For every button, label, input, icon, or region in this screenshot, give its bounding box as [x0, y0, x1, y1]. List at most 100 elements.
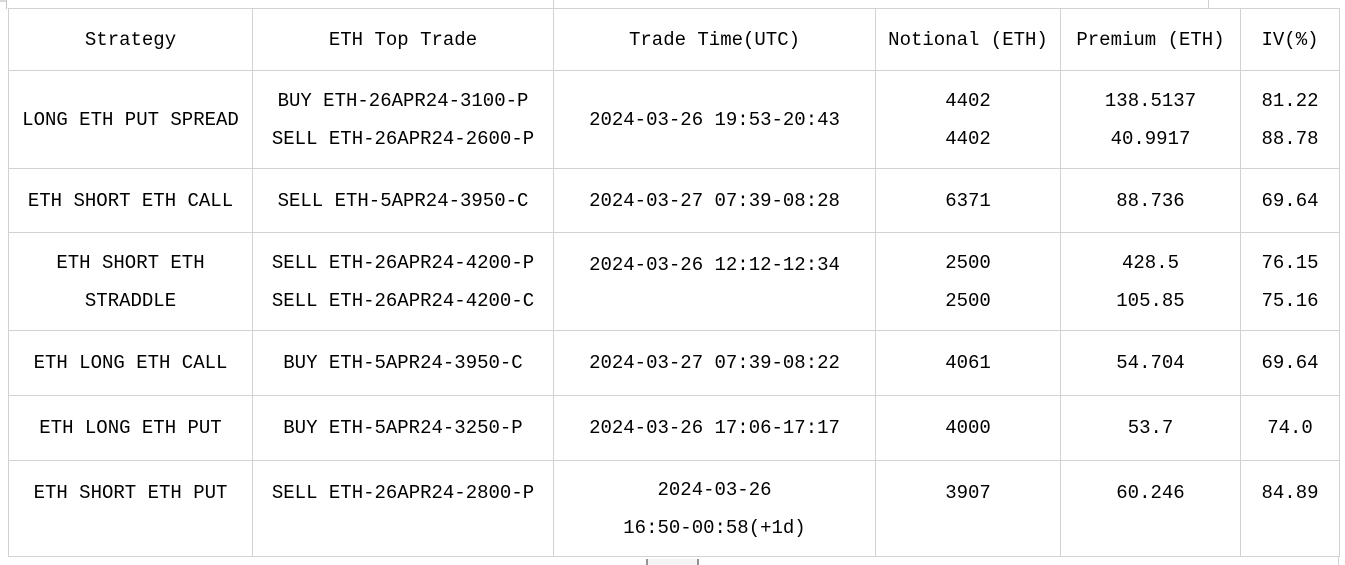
cell-strategy[interactable]: ETH SHORT ETH PUT: [8, 460, 253, 557]
table-row: ETH LONG ETH CALL BUY ETH-5APR24-3950-C 20…: [8, 330, 1340, 396]
cell-notional[interactable]: 2500 2500: [875, 232, 1061, 331]
cell-premium[interactable]: 53.7: [1060, 395, 1241, 461]
cell-line: 53.7: [1127, 417, 1174, 439]
cell-line: 40.9917: [1110, 127, 1191, 150]
cell-line: SELL ETH-26APR24-4200-P: [271, 251, 535, 274]
cell-line: SELL ETH-26APR24-4200-C: [271, 289, 535, 312]
column-header-strategy[interactable]: Strategy: [8, 8, 253, 71]
cell-notional[interactable]: 4000: [875, 395, 1061, 461]
cell-line: 84.89: [1261, 482, 1319, 504]
cell-line: ETH SHORT ETH: [56, 251, 205, 274]
cell-line: 2024-03-26 17:06-17:17: [589, 417, 840, 439]
cell-iv[interactable]: 84.89: [1240, 460, 1340, 557]
cell-line: 2500: [945, 251, 991, 274]
cell-trade[interactable]: SELL ETH-26APR24-2800-P: [252, 460, 554, 557]
cell-line: STRADDLE: [84, 289, 177, 312]
column-header-iv[interactable]: IV(%): [1240, 8, 1340, 71]
cell-line: 76.15: [1261, 251, 1319, 274]
cell-line: 2024-03-26 12:12-12:34: [589, 254, 840, 276]
cell-premium[interactable]: 428.5 105.85: [1060, 232, 1241, 331]
cell-line: 2024-03-27 07:39-08:22: [589, 352, 840, 374]
cell-line: 74.0: [1267, 417, 1313, 439]
cell-iv[interactable]: 81.22 88.78: [1240, 70, 1340, 169]
column-header-label: IV(%): [1261, 28, 1319, 51]
cell-line: BUY ETH-5APR24-3250-P: [283, 417, 523, 439]
cell-line: 4000: [945, 417, 991, 439]
table-row: LONG ETH PUT SPREAD BUY ETH-26APR24-3100-…: [8, 70, 1340, 169]
cell-line: SELL ETH-26APR24-2800-P: [271, 482, 535, 504]
cell-premium[interactable]: 138.5137 40.9917: [1060, 70, 1241, 169]
cell-notional[interactable]: 4061: [875, 330, 1061, 396]
cell-time[interactable]: 2024-03-27 07:39-08:28: [553, 168, 876, 233]
horizontal-scrollbar-thumb[interactable]: [646, 559, 699, 565]
cell-line: ETH LONG ETH PUT: [39, 417, 222, 439]
column-header-label: Notional (ETH): [888, 28, 1048, 51]
cell-trade[interactable]: BUY ETH-26APR24-3100-P SELL ETH-26APR24-2…: [252, 70, 554, 169]
cell-iv[interactable]: 76.15 75.16: [1240, 232, 1340, 331]
cell-time[interactable]: 2024-03-26 17:06-17:17: [553, 395, 876, 461]
cell-strategy[interactable]: ETH LONG ETH CALL: [8, 330, 253, 396]
cell-line: 428.5: [1121, 251, 1179, 274]
cell-line: 88.736: [1116, 189, 1185, 212]
cell-line: 2024-03-26 19:53-20:43: [589, 108, 840, 131]
column-header-time[interactable]: Trade Time(UTC): [553, 8, 876, 71]
header-row: Strategy ETH Top Trade Trade Time(UTC) Noti…: [8, 8, 1340, 71]
table-row: ETH SHORT ETH CALL SELL ETH-5APR24-3950-C…: [8, 168, 1340, 233]
cell-strategy[interactable]: ETH LONG ETH PUT: [8, 395, 253, 461]
cell-line: LONG ETH PUT SPREAD: [22, 108, 239, 131]
cell-line: 60.246: [1116, 482, 1185, 504]
cell-line: 81.22: [1261, 89, 1319, 112]
cell-trade[interactable]: BUY ETH-5APR24-3950-C: [252, 330, 554, 396]
table-row: ETH SHORT ETH STRADDLE SELL ETH-26APR24-42…: [8, 232, 1340, 331]
cell-premium[interactable]: 54.704: [1060, 330, 1241, 396]
column-header-label: ETH Top Trade: [328, 28, 478, 51]
table-row: ETH SHORT ETH PUT SELL ETH-26APR24-2800-P…: [8, 460, 1340, 557]
cell-trade[interactable]: SELL ETH-5APR24-3950-C: [252, 168, 554, 233]
cell-line: 105.85: [1116, 289, 1185, 312]
cell-trade[interactable]: BUY ETH-5APR24-3250-P: [252, 395, 554, 461]
cell-trade[interactable]: SELL ETH-26APR24-4200-P SELL ETH-26APR24-…: [252, 232, 554, 331]
cell-line: ETH SHORT ETH CALL: [27, 189, 234, 212]
cell-line: SELL ETH-5APR24-3950-C: [277, 189, 529, 212]
cell-time[interactable]: 2024-03-26 12:12-12:34: [553, 232, 876, 331]
cell-line: 2500: [945, 289, 991, 312]
cell-line: 4402: [945, 127, 991, 150]
table-row: ETH LONG ETH PUT BUY ETH-5APR24-3250-P 202…: [8, 395, 1340, 461]
cell-line: 4061: [945, 352, 991, 374]
column-header-trade[interactable]: ETH Top Trade: [252, 8, 554, 71]
cell-time[interactable]: 2024-03-26 19:53-20:43: [553, 70, 876, 169]
column-header-label: Premium (ETH): [1076, 28, 1225, 51]
cell-line: 88.78: [1261, 127, 1319, 150]
cell-notional[interactable]: 3907: [875, 460, 1061, 557]
column-header-notional[interactable]: Notional (ETH): [875, 8, 1061, 71]
cell-notional[interactable]: 6371: [875, 168, 1061, 233]
cell-line: 16:50-00:58(+1d): [623, 516, 806, 539]
cell-line: ETH LONG ETH CALL: [33, 352, 228, 374]
cell-premium[interactable]: 88.736: [1060, 168, 1241, 233]
cell-line: ETH SHORT ETH PUT: [33, 482, 228, 504]
cell-line: SELL ETH-26APR24-2600-P: [271, 127, 535, 150]
gridline-stub-top-2: [1208, 0, 1209, 9]
cell-line: 54.704: [1116, 352, 1185, 374]
cell-notional[interactable]: 4402 4402: [875, 70, 1061, 169]
cell-iv[interactable]: 74.0: [1240, 395, 1340, 461]
cell-strategy[interactable]: ETH SHORT ETH CALL: [8, 168, 253, 233]
cell-time[interactable]: 2024-03-27 07:39-08:22: [553, 330, 876, 396]
cell-line: 69.64: [1261, 352, 1319, 374]
cell-iv[interactable]: 69.64: [1240, 330, 1340, 396]
cell-strategy[interactable]: ETH SHORT ETH STRADDLE: [8, 232, 253, 331]
sheet-corner-gridline: [0, 0, 7, 9]
cell-iv[interactable]: 69.64: [1240, 168, 1340, 233]
column-header-premium[interactable]: Premium (ETH): [1060, 8, 1241, 71]
cell-strategy[interactable]: LONG ETH PUT SPREAD: [8, 70, 253, 169]
gridline-stub-bottom-right: [1338, 556, 1339, 565]
cell-line: 138.5137: [1104, 89, 1197, 112]
cell-time[interactable]: 2024-03-26 16:50-00:58(+1d): [553, 460, 876, 557]
eth-options-trades-table: Strategy ETH Top Trade Trade Time(UTC) Noti…: [8, 8, 1340, 557]
cell-line: 75.16: [1261, 289, 1319, 312]
cell-line: 6371: [945, 189, 991, 212]
cell-line: 69.64: [1261, 189, 1319, 212]
cell-line: BUY ETH-26APR24-3100-P: [277, 89, 529, 112]
cell-line: 4402: [945, 89, 991, 112]
cell-premium[interactable]: 60.246: [1060, 460, 1241, 557]
